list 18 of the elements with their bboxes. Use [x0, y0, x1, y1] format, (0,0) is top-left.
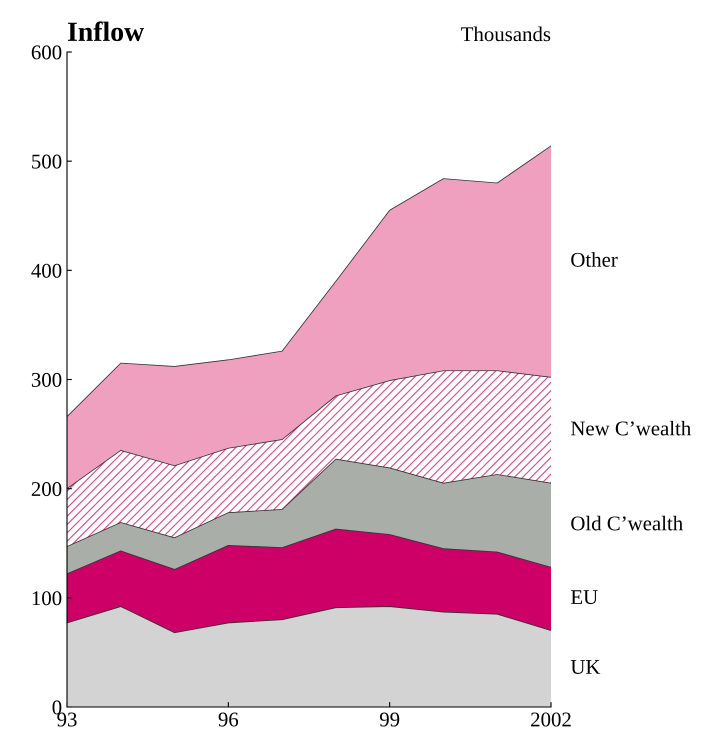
y-tick-label: 100 — [32, 591, 62, 606]
x-tick-label: 2002 — [531, 712, 571, 727]
y-tick-label: 0 — [52, 700, 62, 714]
y-tick-label: 200 — [32, 482, 62, 496]
y-tick-label: 400 — [31, 264, 62, 278]
y-axis-title: Thousands — [461, 26, 550, 42]
series-label: UK — [570, 660, 600, 674]
chart-title: Inflow — [68, 21, 144, 42]
x-tick-label: 96 — [218, 712, 238, 727]
y-tick-label: 600 — [32, 45, 62, 60]
series-label: EU — [570, 590, 598, 604]
series-label: New C’wealth — [570, 420, 691, 436]
x-tick-label: 93 — [57, 712, 77, 727]
y-tick-label: 300 — [32, 372, 62, 387]
y-tick-label: 500 — [32, 154, 62, 169]
series-label: Other — [571, 252, 618, 267]
series-label: Old C’wealth — [571, 516, 683, 530]
x-tick-label: 99 — [380, 712, 400, 727]
